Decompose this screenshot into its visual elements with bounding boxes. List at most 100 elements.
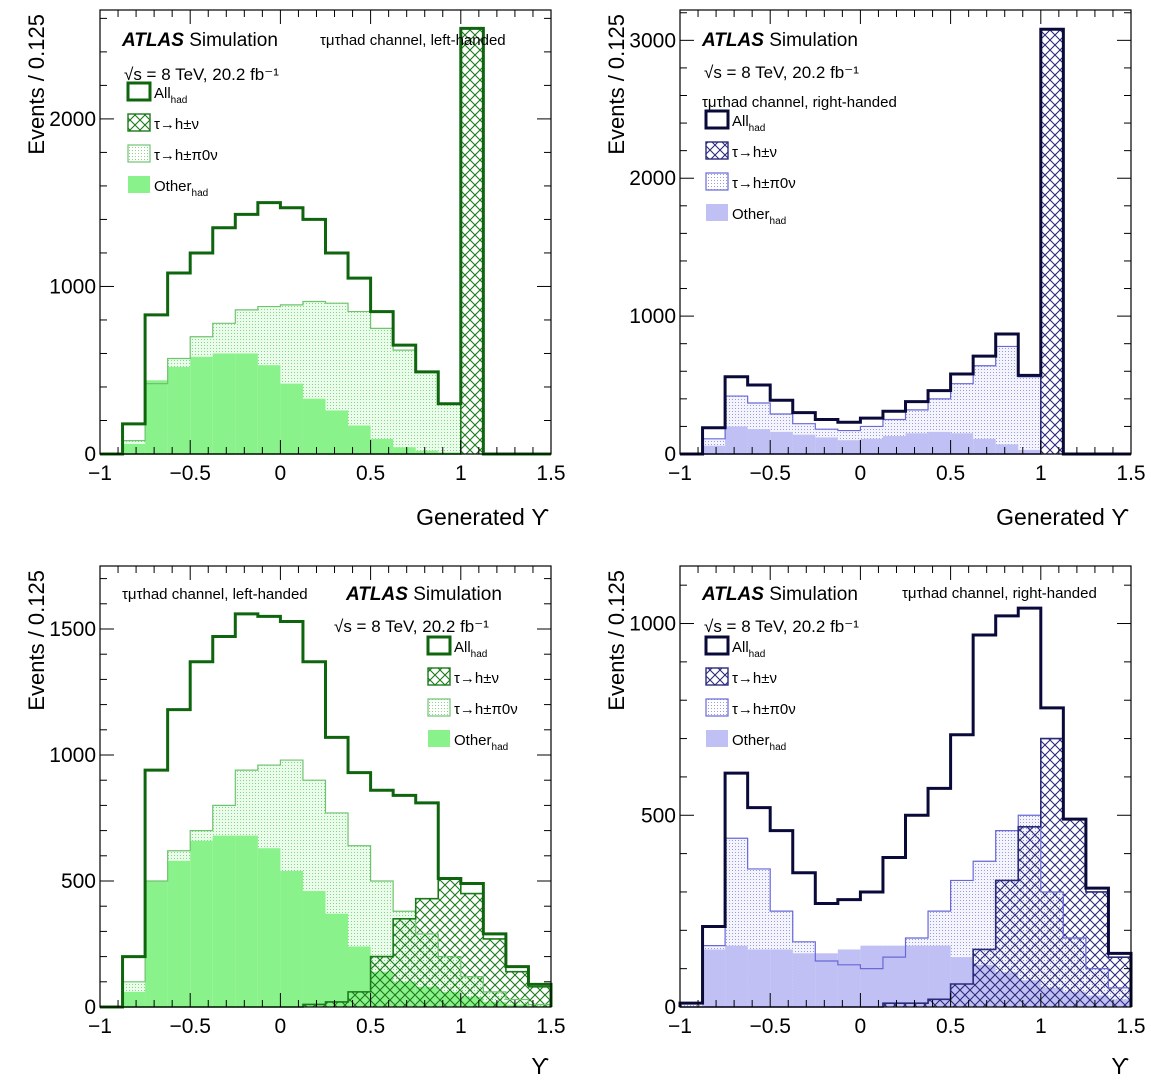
legend-label-light: τ→h±π0ν (454, 701, 518, 718)
other-bar-9 (882, 945, 906, 1007)
other-bar-11 (928, 945, 951, 1007)
x-tick-label: 0.5 (936, 462, 965, 485)
y-tick-label: 3000 (629, 29, 676, 52)
y-tick-label: 1000 (49, 275, 96, 298)
other-bar-7 (257, 365, 281, 454)
other-bar-3 (167, 366, 191, 454)
other-bar-1 (702, 445, 726, 454)
x-tick-label: −1 (668, 1015, 692, 1038)
energy-label: √s = 8 TeV, 20.2 fb⁻¹ (704, 63, 859, 82)
plot-frame (99, 565, 552, 1008)
legend-label-total: Allhad (454, 639, 487, 660)
y-axis-label: Events / 0.125 (24, 14, 49, 155)
other-bar-6 (235, 835, 258, 1007)
other-bar-11 (928, 431, 951, 454)
legend-swatch-total (704, 109, 730, 130)
pinu-bar-13 (393, 918, 416, 1007)
pinu-bar-12 (370, 956, 394, 1007)
other-bar-10 (905, 433, 929, 454)
x-axis-label: Generated ϒ (996, 504, 1129, 530)
x-tick-label: 0 (275, 1015, 287, 1038)
energy-label: √s = 8 TeV, 20.2 fb⁻¹ (124, 65, 279, 84)
legend-label-hatch: τ→h±ν (732, 670, 777, 687)
pinu-bar-14 (415, 898, 439, 1007)
pipi0nu-dots-bar-13 (973, 365, 996, 454)
y-tick-label: 0 (664, 996, 676, 1019)
x-tick-label: 1.5 (1116, 1015, 1145, 1038)
other-bar-5 (212, 353, 236, 454)
pinu-bar-11 (348, 991, 371, 1007)
pinu-bar-18 (1085, 891, 1109, 1007)
pinu-bar-10 (905, 1003, 929, 1007)
channel-label: τμτhad channel, left-handed (320, 32, 506, 49)
pinu-bar-19 (1108, 957, 1131, 1007)
x-tick-label: −0.5 (749, 1015, 790, 1038)
other-bar-13 (393, 447, 416, 454)
x-tick-label: 1 (455, 1015, 467, 1038)
pinu-bar-17 (1063, 819, 1086, 1007)
y-tick-label: 1000 (629, 613, 676, 636)
legend-swatch-light (705, 698, 729, 717)
legend-swatch-hatch (427, 667, 451, 686)
legend-label-solid: Otherhad (732, 732, 786, 753)
atlas-label: ATLAS Simulation (121, 30, 278, 51)
legend-swatch-solid (706, 730, 728, 747)
other-bar-2 (725, 426, 748, 454)
other-bar-14 (995, 444, 1019, 454)
y-tick-label: 500 (641, 804, 676, 827)
pinu-bar-14 (995, 880, 1019, 1007)
x-tick-label: 0 (275, 462, 287, 485)
other-bar-1 (702, 949, 726, 1007)
other-bar-8 (860, 945, 883, 1007)
x-tick-label: 1 (1035, 1015, 1047, 1038)
y-tick-label: 0 (84, 443, 96, 466)
x-tick-label: 0.5 (356, 1015, 385, 1038)
y-axis-label: Events / 0.125 (24, 570, 49, 711)
pinu-bar-18 (505, 971, 529, 1007)
pipi0nu-dots-bar-13 (393, 350, 416, 454)
other-bar-15 (438, 452, 461, 454)
legend-swatch-hatch (705, 141, 729, 160)
legend-label-hatch: τ→h±ν (454, 670, 499, 687)
legend-label-light: τ→h±π0ν (732, 701, 796, 718)
pipi0nu-dots-bar-12 (370, 328, 394, 454)
other-bar-4 (190, 356, 213, 454)
other-bar-3 (167, 860, 191, 1007)
atlas-label: ATLAS Simulation (701, 584, 858, 605)
other-bar-10 (325, 410, 349, 454)
pipi0nu-dots-bar-15 (438, 403, 461, 454)
x-tick-label: 1 (455, 462, 467, 485)
x-tick-label: 0.5 (356, 462, 385, 485)
legend-swatch-total (126, 81, 152, 102)
other-bar-5 (212, 835, 236, 1007)
other-bar-1 (122, 991, 146, 1007)
other-bar-9 (882, 436, 906, 454)
other-bar-1 (122, 443, 146, 454)
pipi0nu-dots-bar-15 (1018, 376, 1041, 454)
other-bar-10 (905, 945, 929, 1007)
y-tick-label: 2000 (629, 167, 676, 190)
legend-swatch-hatch (705, 667, 729, 686)
all-had-line (680, 27, 1131, 456)
atlas-label: ATLAS Simulation (701, 30, 858, 51)
y-tick-label: 1000 (629, 305, 676, 328)
pinu-bar-16 (460, 28, 484, 455)
x-tick-label: −1 (668, 462, 692, 485)
x-axis-label: ϒ (531, 1053, 549, 1079)
legend-label-light: τ→h±π0ν (154, 147, 218, 164)
other-bar-7 (837, 949, 861, 1007)
x-tick-label: −1 (88, 1015, 112, 1038)
x-tick-label: −0.5 (169, 1015, 210, 1038)
pinu-bar-12 (950, 983, 974, 1007)
other-bar-2 (145, 881, 168, 1007)
pinu-bar-15 (1018, 826, 1041, 1007)
other-bar-7 (837, 440, 861, 454)
x-tick-label: 1 (1035, 462, 1047, 485)
other-bar-6 (815, 953, 838, 1007)
legend-swatch-light (705, 172, 729, 191)
other-bar-8 (860, 438, 883, 454)
